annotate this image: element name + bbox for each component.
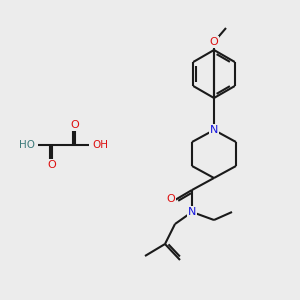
- Text: O: O: [70, 120, 80, 130]
- Text: O: O: [48, 160, 56, 170]
- Text: O: O: [167, 194, 176, 204]
- Text: N: N: [188, 207, 196, 217]
- Text: HO: HO: [19, 140, 35, 150]
- Text: OH: OH: [92, 140, 108, 150]
- Text: O: O: [210, 37, 218, 47]
- Text: N: N: [210, 125, 218, 135]
